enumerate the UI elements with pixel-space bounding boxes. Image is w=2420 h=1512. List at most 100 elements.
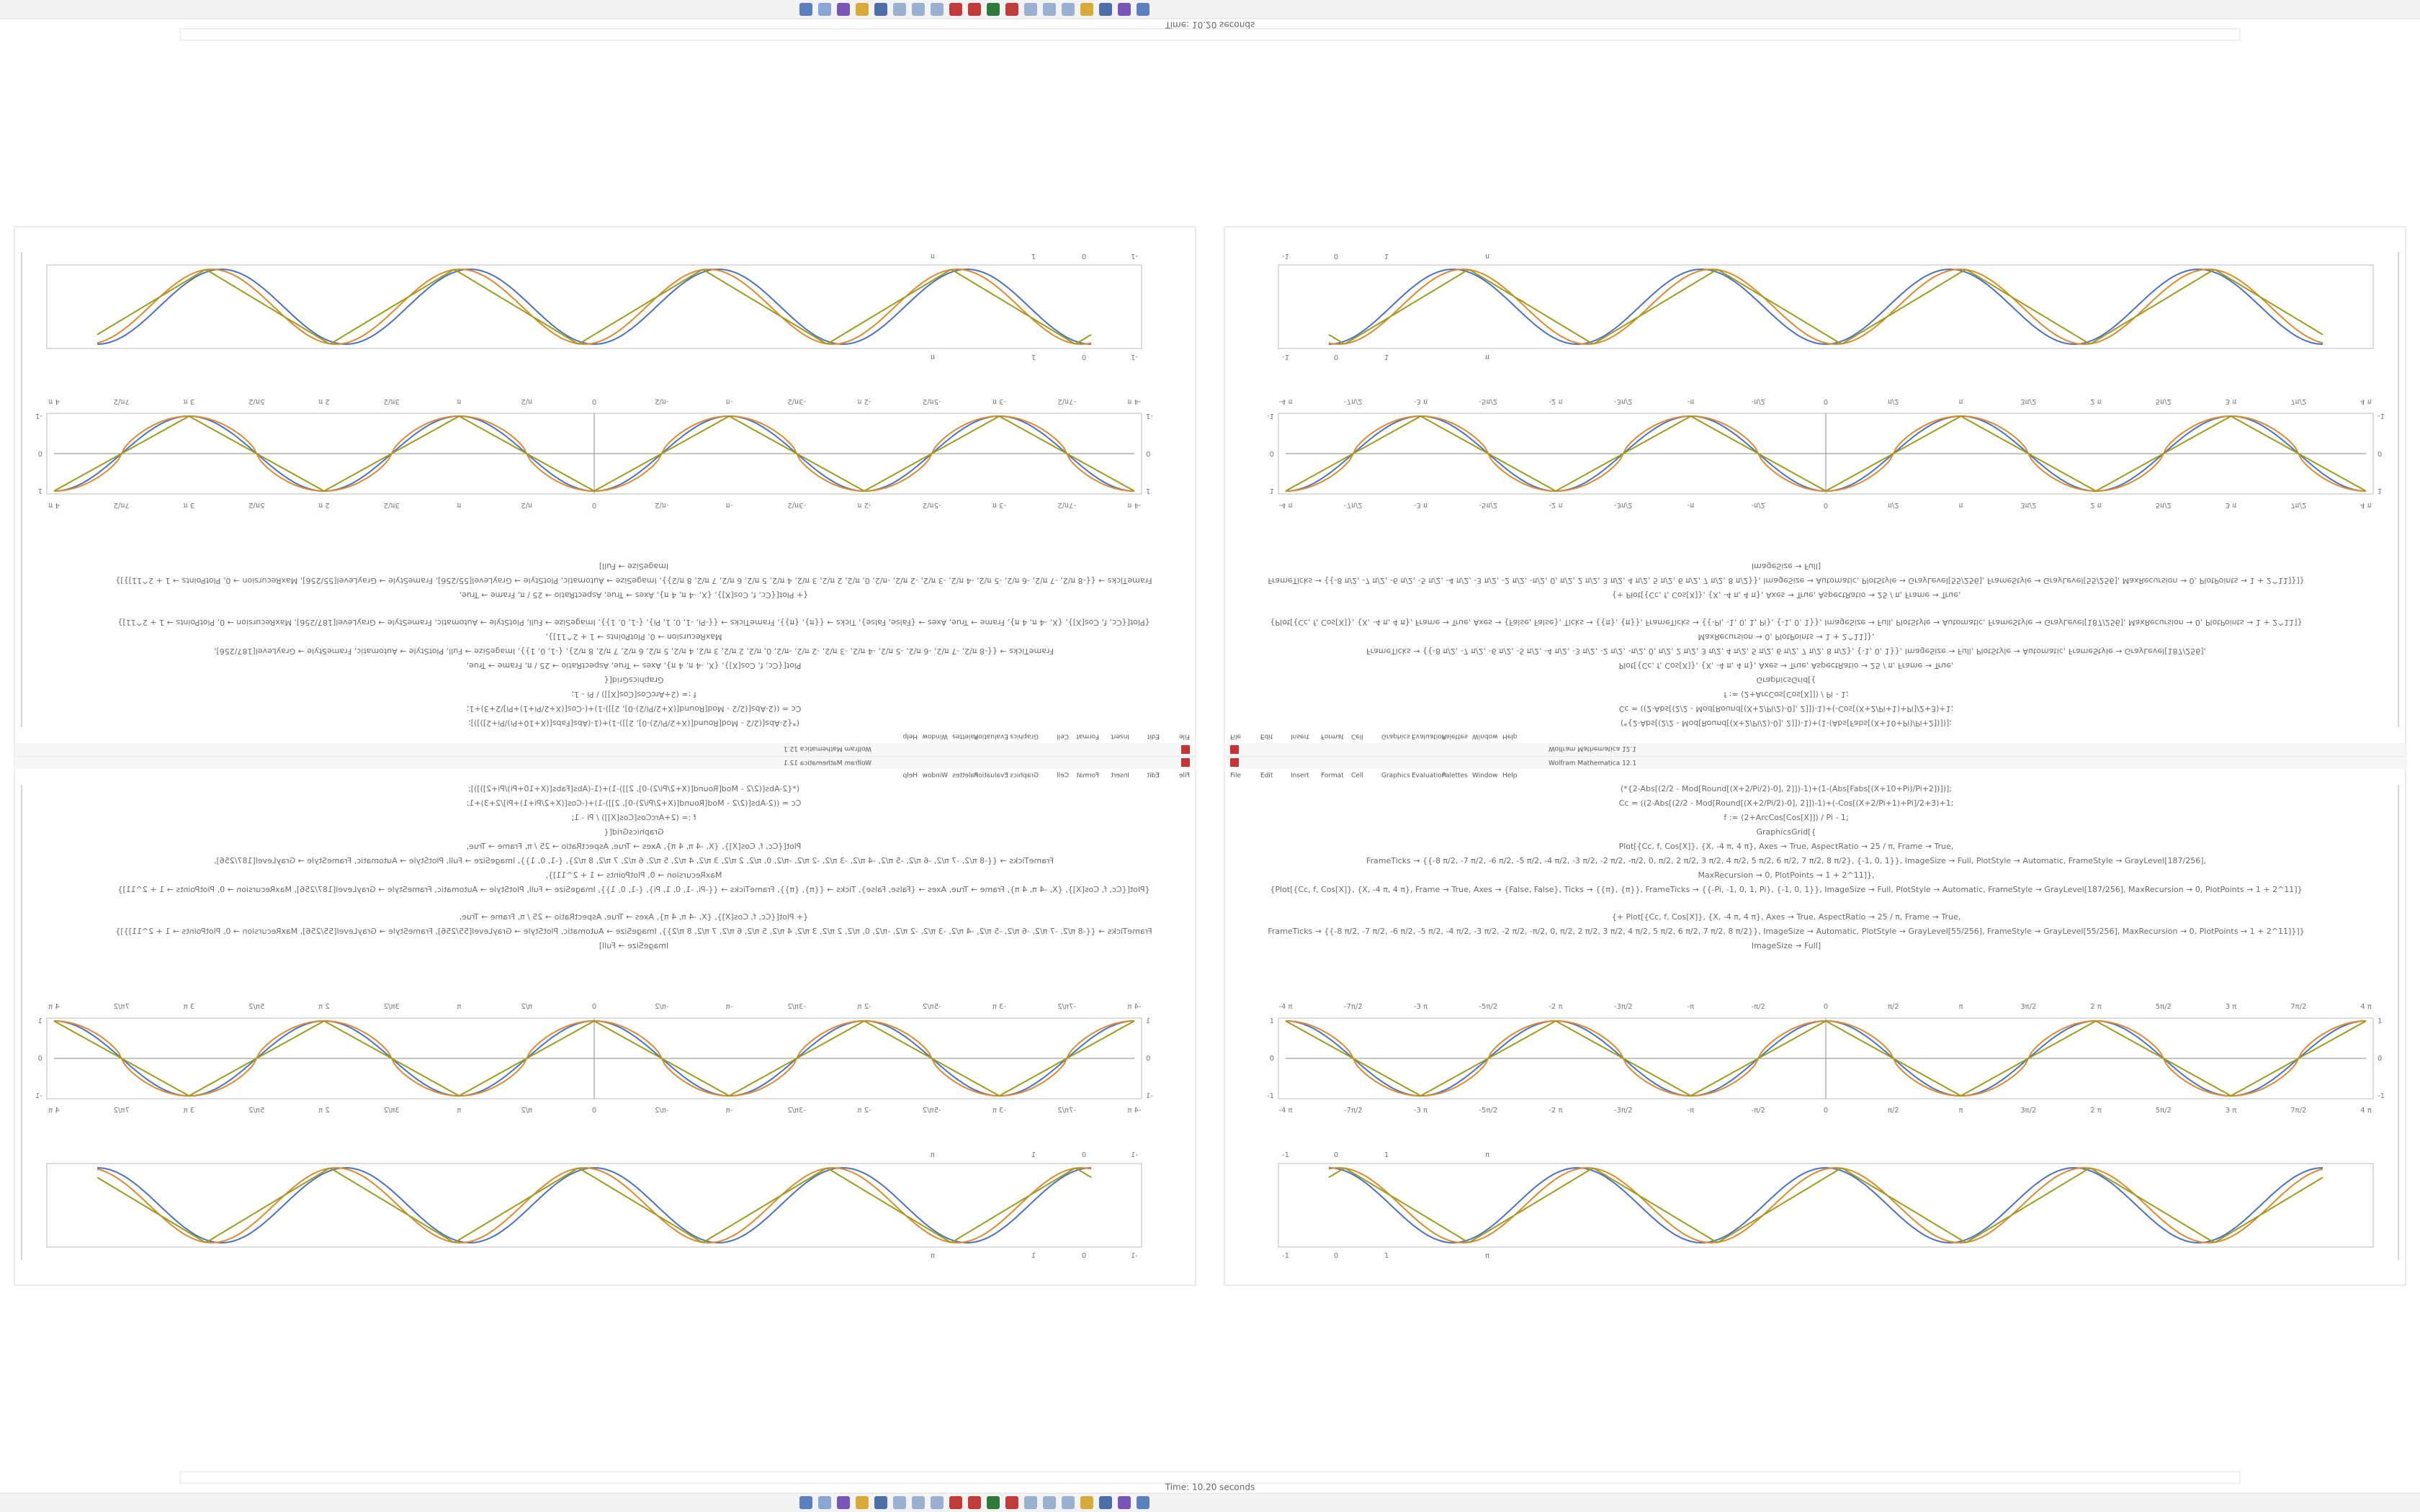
- menu-item[interactable]: Edit: [1260, 773, 1273, 780]
- menu-item[interactable]: Graphics: [1381, 733, 1410, 740]
- taskbar-icon[interactable]: [874, 3, 887, 16]
- taskbar-icon[interactable]: [874, 1496, 887, 1509]
- menu-item[interactable]: Evaluation: [974, 733, 1009, 740]
- taskbar-icon[interactable]: [1062, 1496, 1075, 1509]
- taskbar-icon[interactable]: [987, 1496, 1000, 1509]
- taskbar-icon[interactable]: [987, 3, 1000, 16]
- taskbar-icon[interactable]: [837, 1496, 850, 1509]
- code-line: FrameTicks → {{-8 π/2, -7 π/2, -6 π/2, -…: [115, 927, 1152, 936]
- taskbar-icon[interactable]: [912, 1496, 925, 1509]
- taskbar-icon[interactable]: [949, 1496, 962, 1509]
- x-tick-label: π: [457, 1003, 461, 1011]
- taskbar-icon[interactable]: [818, 3, 831, 16]
- x-tick-label: π: [1958, 397, 1963, 405]
- close-button[interactable]: [1230, 745, 1239, 754]
- menu-item[interactable]: Graphics: [1010, 773, 1039, 780]
- menu-item[interactable]: Cell: [1057, 733, 1069, 740]
- close-button[interactable]: [1181, 758, 1190, 767]
- menu-item[interactable]: Window: [1472, 733, 1498, 740]
- menu-item[interactable]: Cell: [1351, 733, 1363, 740]
- taskbar-icon[interactable]: [968, 3, 981, 16]
- taskbar-icon[interactable]: [1099, 1496, 1112, 1509]
- taskbar-icon[interactable]: [1118, 1496, 1131, 1509]
- menu-item[interactable]: Format: [1321, 733, 1344, 740]
- menu-item[interactable]: File: [1230, 773, 1242, 780]
- taskbar-icon[interactable]: [1099, 3, 1112, 16]
- menu-item[interactable]: Insert: [1111, 773, 1129, 780]
- menu-item[interactable]: Palettes: [952, 733, 978, 740]
- taskbar-icon[interactable]: [949, 3, 962, 16]
- taskbar-icon[interactable]: [799, 1496, 812, 1509]
- menu-item[interactable]: Insert: [1111, 733, 1129, 740]
- notebook-panel: Wolfram Mathematica 12.1 File Edit Insert Fo…: [1224, 755, 2406, 1286]
- menu-item[interactable]: File: [1178, 773, 1190, 780]
- close-button[interactable]: [1230, 758, 1239, 767]
- taskbar-icon[interactable]: [893, 3, 906, 16]
- x-tick-label: -π: [726, 1003, 733, 1011]
- menu-item[interactable]: Edit: [1260, 733, 1273, 740]
- menu-item[interactable]: Cell: [1057, 773, 1069, 780]
- x-tick-label: 7π/2: [114, 1003, 130, 1011]
- menu-item[interactable]: Help: [1502, 773, 1518, 780]
- menu-item[interactable]: Palettes: [952, 773, 978, 780]
- taskbar-icon[interactable]: [1024, 1496, 1037, 1509]
- top-taskbar: [0, 0, 2420, 19]
- taskbar-icon[interactable]: [893, 1496, 906, 1509]
- menu-item[interactable]: Window: [923, 773, 949, 780]
- taskbar-icon[interactable]: [912, 3, 925, 16]
- menu-item[interactable]: Format: [1076, 773, 1099, 780]
- menu-item[interactable]: Window: [1472, 773, 1498, 780]
- taskbar-icon[interactable]: [1024, 3, 1037, 16]
- close-button[interactable]: [1181, 745, 1190, 754]
- frame-tick-label: π: [931, 252, 935, 260]
- taskbar-icon[interactable]: [818, 1496, 831, 1509]
- taskbar-icon[interactable]: [1137, 3, 1150, 16]
- menu-item[interactable]: Help: [1502, 733, 1518, 740]
- menu-item[interactable]: Format: [1076, 733, 1099, 740]
- menu-item[interactable]: Edit: [1147, 733, 1160, 740]
- x-tick-label: 4 π: [48, 1107, 60, 1115]
- window-frame: [1224, 755, 2406, 1286]
- menu-item[interactable]: Insert: [1291, 773, 1309, 780]
- menu-item[interactable]: File: [1178, 733, 1190, 740]
- taskbar-icon[interactable]: [968, 1496, 981, 1509]
- menu-item[interactable]: Evaluation: [1412, 733, 1446, 740]
- menu-item[interactable]: Window: [923, 733, 949, 740]
- menu-item[interactable]: Evaluation: [1412, 773, 1446, 780]
- menu-item[interactable]: Evaluation: [974, 773, 1009, 780]
- x-tick-label: -π/2: [655, 397, 668, 405]
- menu-item[interactable]: Help: [902, 733, 918, 740]
- taskbar-icon[interactable]: [1080, 1496, 1093, 1509]
- menu-item[interactable]: File: [1230, 733, 1242, 740]
- taskbar-icon[interactable]: [931, 3, 944, 16]
- y-tick-label: 0: [1146, 449, 1150, 457]
- taskbar-icon[interactable]: [856, 1496, 869, 1509]
- taskbar-icon[interactable]: [1043, 3, 1056, 16]
- menu-item[interactable]: Edit: [1147, 773, 1160, 780]
- menu-item[interactable]: Palettes: [1442, 733, 1468, 740]
- taskbar-icon[interactable]: [931, 1496, 944, 1509]
- title-strip: [179, 1471, 2241, 1484]
- taskbar-icon[interactable]: [1118, 3, 1131, 16]
- taskbar-icon[interactable]: [1137, 1496, 1150, 1509]
- x-tick-label: 3 π: [184, 501, 195, 509]
- taskbar-icon[interactable]: [1043, 1496, 1056, 1509]
- menu-item[interactable]: Palettes: [1442, 773, 1468, 780]
- taskbar-icon[interactable]: [799, 3, 812, 16]
- menu-item[interactable]: Graphics: [1010, 733, 1039, 740]
- x-tick-label: -3 π: [1414, 1107, 1428, 1115]
- taskbar-icon[interactable]: [1005, 3, 1018, 16]
- menu-item[interactable]: Format: [1321, 773, 1344, 780]
- menu-item[interactable]: Graphics: [1381, 773, 1410, 780]
- taskbar-icon[interactable]: [1005, 1496, 1018, 1509]
- y-tick-label: -1: [1267, 412, 1274, 420]
- x-tick-label: π: [1958, 501, 1963, 509]
- taskbar-icon[interactable]: [837, 3, 850, 16]
- taskbar-icon[interactable]: [856, 3, 869, 16]
- menu-item[interactable]: Cell: [1351, 773, 1363, 780]
- x-tick-label: -π: [726, 501, 733, 509]
- menu-item[interactable]: Insert: [1291, 733, 1309, 740]
- taskbar-icon[interactable]: [1080, 3, 1093, 16]
- taskbar-icon[interactable]: [1062, 3, 1075, 16]
- menu-item[interactable]: Help: [902, 773, 918, 780]
